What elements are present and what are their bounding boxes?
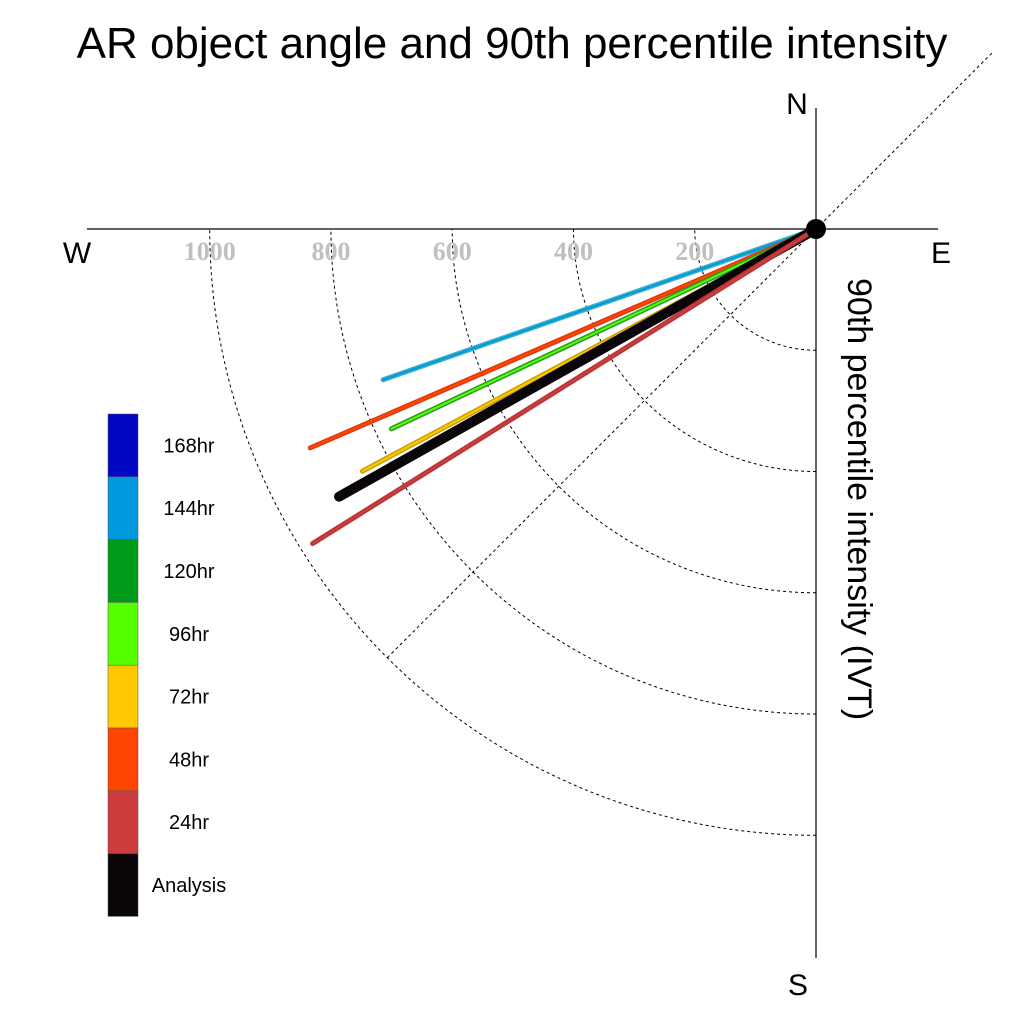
compass-north-label: N bbox=[786, 88, 808, 121]
legend-swatch-168hr bbox=[107, 413, 139, 478]
radial-tick-labels: 200 400 600 800 1000 bbox=[184, 237, 715, 266]
legend-swatch-144hr bbox=[107, 476, 139, 540]
grid-arc-1 bbox=[694, 228, 817, 351]
tick-label-800: 800 bbox=[311, 237, 350, 266]
legend-swatch-analysis bbox=[107, 853, 139, 917]
legend-swatch-48hr bbox=[107, 727, 139, 792]
y-axis-label: 90th percentile intensity (IVT) bbox=[840, 278, 878, 720]
origin-marker bbox=[806, 219, 826, 239]
tick-label-400: 400 bbox=[554, 237, 593, 266]
legend-label-24hr: 24hr bbox=[169, 812, 209, 834]
grid-arc-4 bbox=[330, 228, 817, 715]
compass-south-label: S bbox=[788, 969, 808, 1002]
vector-144hr bbox=[380, 226, 819, 383]
vector-144hr-fill bbox=[382, 228, 817, 381]
intensity-vectors bbox=[307, 224, 821, 547]
legend-label-120hr: 120hr bbox=[163, 561, 214, 583]
legend-swatch-24hr bbox=[107, 790, 139, 854]
legend-swatch-96hr bbox=[107, 602, 139, 666]
compass-east-label: E bbox=[931, 237, 951, 270]
vector-48hr-fill bbox=[309, 228, 817, 449]
grid-arc-2 bbox=[572, 228, 817, 473]
vector-96hr-fill bbox=[390, 228, 817, 430]
vector-24hr bbox=[310, 226, 819, 547]
legend-label-144hr: 144hr bbox=[163, 498, 214, 520]
legend-label-analysis: Analysis bbox=[152, 875, 226, 897]
grid-diagonal bbox=[386, 52, 993, 659]
vector-96hr bbox=[388, 226, 819, 432]
tick-label-200: 200 bbox=[675, 237, 714, 266]
vector-48hr bbox=[307, 226, 819, 451]
grid-arc-3 bbox=[451, 228, 817, 594]
legend-swatch-120hr bbox=[107, 539, 139, 603]
legend-label-168hr: 168hr bbox=[163, 435, 214, 457]
chart-title: AR object angle and 90th percentile inte… bbox=[77, 19, 948, 68]
polar-grid bbox=[209, 52, 993, 836]
tick-label-1000: 1000 bbox=[184, 237, 236, 266]
vector-analysis bbox=[334, 224, 821, 502]
legend-label-48hr: 48hr bbox=[169, 749, 209, 771]
compass-axes bbox=[87, 108, 938, 958]
legend-label-96hr: 96hr bbox=[169, 624, 209, 646]
tick-label-600: 600 bbox=[433, 237, 472, 266]
vector-24hr-fill bbox=[311, 228, 817, 545]
compass-west-label: W bbox=[63, 237, 92, 270]
legend: 168hr 144hr 120hr 96hr 72hr 48hr 24hr Analysis bbox=[107, 413, 226, 917]
legend-swatch-72hr bbox=[107, 664, 139, 729]
legend-label-72hr: 72hr bbox=[169, 687, 209, 709]
